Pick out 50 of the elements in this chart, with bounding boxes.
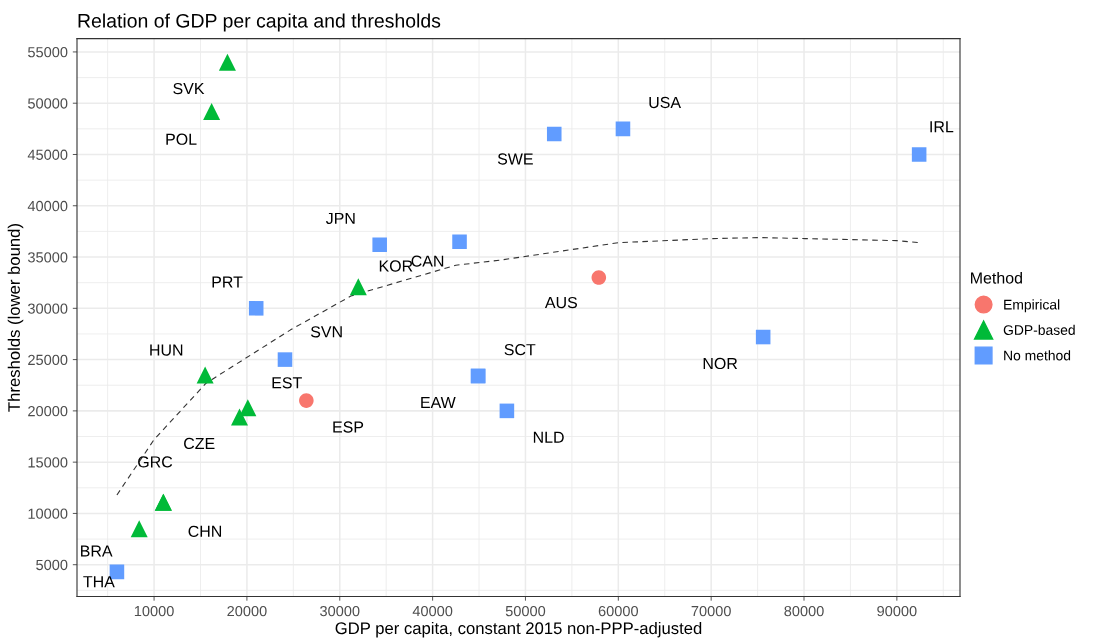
data-label: PRT [212, 276, 243, 288]
x-axis-title: GDP per capita, constant 2015 non-PPP-adjusted [335, 621, 702, 638]
y-tick-label: 55000 [28, 47, 68, 58]
x-tick-label: 30000 [320, 605, 360, 617]
chart-title: Relation of GDP per capita and thresholds [78, 13, 441, 32]
data-label: SCT [504, 343, 536, 356]
y-tick-label: 5000 [36, 559, 68, 571]
x-tick-label: 20000 [227, 605, 267, 617]
y-tick-label: 15000 [28, 457, 68, 468]
legend-label: Empirical [1004, 299, 1060, 313]
y-tick-label: 20000 [28, 405, 68, 417]
data-label: USA [649, 96, 682, 109]
y-tick-label: 45000 [27, 149, 68, 160]
data-label: KOR [379, 260, 413, 272]
x-tick-label: 40000 [412, 605, 453, 617]
y-tick-label: 30000 [27, 303, 68, 314]
data-label: NOR [703, 357, 738, 370]
y-tick-label: 50000 [28, 98, 68, 109]
x-tick-label: 90000 [877, 605, 917, 617]
data-label: THA [83, 576, 115, 588]
data-label: POL [166, 133, 197, 145]
y-axis-title: Thresholds (lower bound) [7, 224, 24, 412]
x-tick-label: 50000 [505, 605, 546, 617]
data-label: CHN [188, 525, 222, 537]
data-label: SVN [310, 326, 342, 338]
data-label: SWE [497, 153, 533, 165]
data-label: JPN [325, 212, 355, 225]
data-label: EAW [421, 396, 456, 408]
x-tick-label: 80000 [784, 605, 824, 617]
data-label: BRA [81, 545, 113, 557]
x-tick-label: 60000 [598, 605, 639, 617]
y-tick-label: 25000 [28, 354, 68, 366]
data-label: NLD [533, 431, 564, 443]
data-label: HUN [150, 344, 183, 356]
data-label: EST [272, 377, 302, 389]
legend-label: GDP-based [1003, 324, 1075, 335]
legend-label: No method [1004, 350, 1071, 361]
data-label: CAN [411, 255, 444, 267]
data-label: IRL [930, 121, 954, 133]
y-tick-label: 35000 [27, 252, 68, 263]
data-label: AUS [544, 296, 577, 309]
data-label: SVK [173, 82, 205, 95]
data-label: ESP [333, 421, 364, 433]
legend-title: Method [971, 271, 1022, 284]
data-label: GRC [138, 456, 173, 468]
data-label: CZE [184, 437, 215, 450]
y-tick-label: 40000 [27, 200, 68, 212]
x-tick-label: 70000 [691, 605, 731, 617]
x-tick-label: 10000 [134, 605, 174, 617]
y-tick-label: 10000 [28, 508, 68, 519]
